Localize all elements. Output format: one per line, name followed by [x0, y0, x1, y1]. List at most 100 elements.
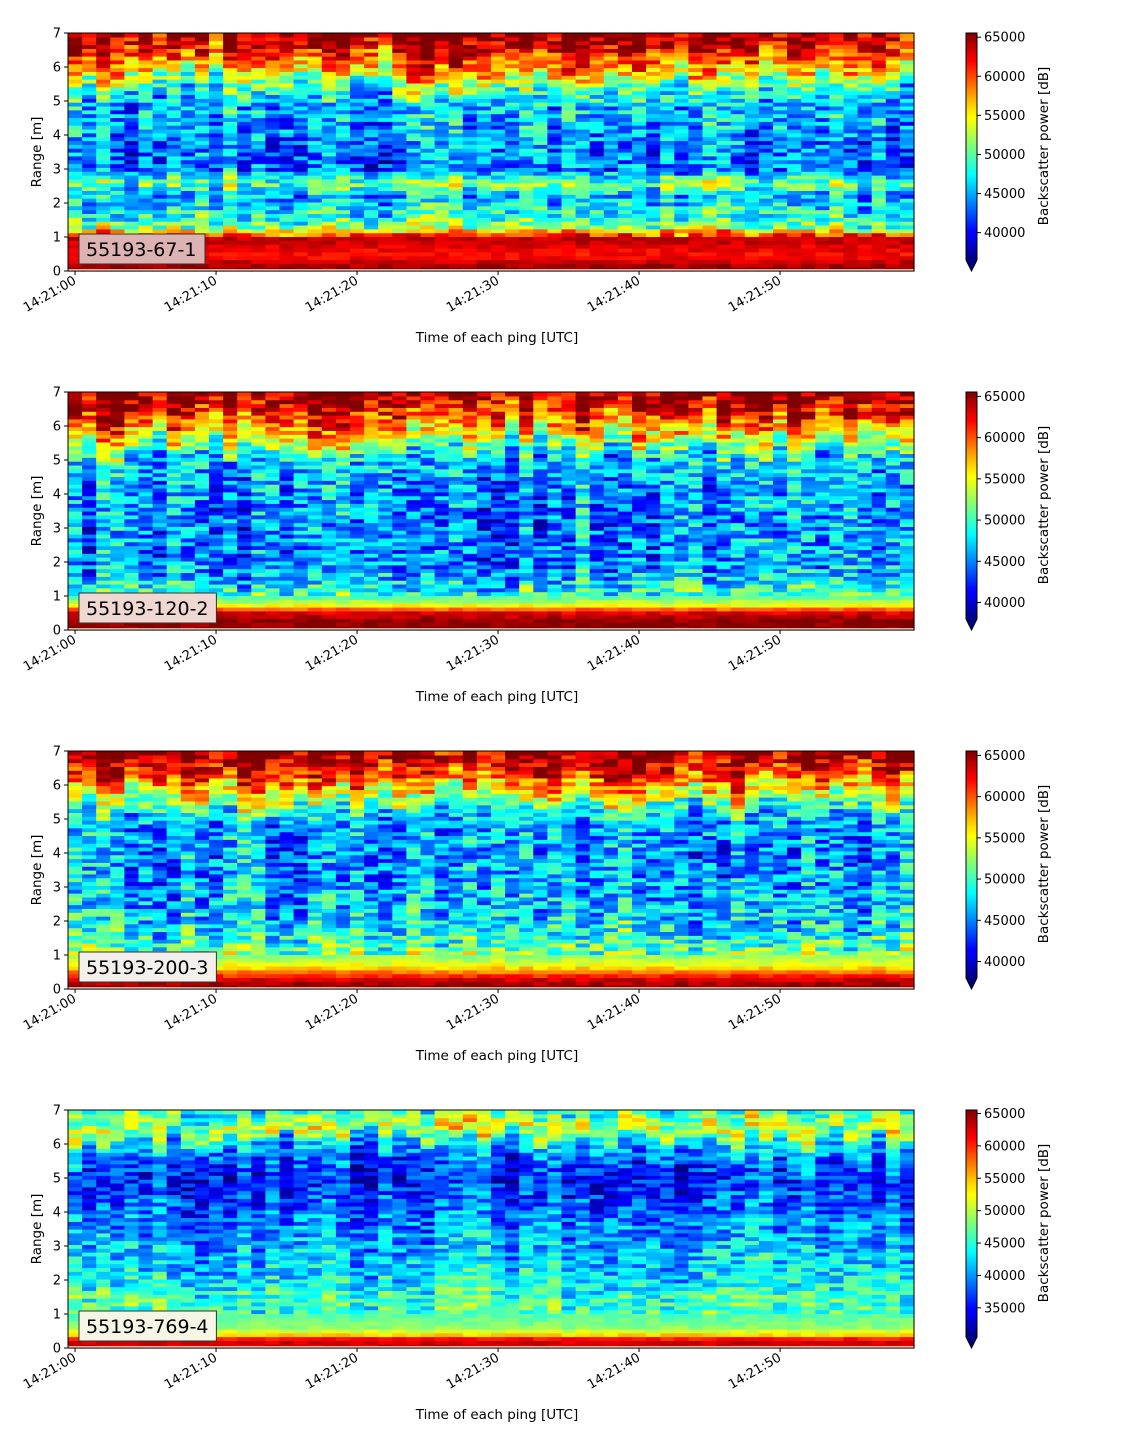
heatmap-cell — [68, 610, 83, 616]
heatmap-cell — [124, 224, 140, 230]
heatmap-cell — [744, 140, 760, 145]
heatmap-cell — [519, 259, 534, 264]
heatmap-cell — [702, 228, 718, 234]
heatmap-cell — [406, 109, 422, 115]
heatmap-cell — [716, 190, 732, 195]
heatmap-cell — [476, 221, 492, 226]
heatmap-cell — [223, 228, 238, 234]
heatmap-cell — [758, 40, 774, 46]
heatmap-cell — [773, 263, 788, 268]
heatmap-cell — [237, 576, 252, 581]
heatmap-cell — [138, 113, 154, 119]
heatmap-cell — [335, 576, 351, 581]
heatmap-cell — [96, 159, 111, 165]
heatmap-cell — [702, 244, 718, 249]
heatmap-cell — [124, 580, 140, 585]
heatmap-cell — [110, 422, 125, 428]
heatmap-cell — [646, 44, 661, 49]
heatmap-cell — [787, 71, 802, 76]
heatmap-cell — [138, 178, 154, 184]
heatmap-cell — [899, 221, 915, 226]
heatmap-cell — [730, 221, 746, 226]
heatmap-cell — [265, 618, 281, 623]
heatmap-cell — [265, 56, 281, 61]
heatmap-cell — [674, 113, 689, 119]
heatmap-cell — [152, 67, 168, 72]
heatmap-cell — [716, 205, 732, 211]
heatmap-cell — [702, 163, 718, 168]
heatmap-cell — [82, 557, 97, 562]
heatmap-cell — [815, 244, 830, 249]
heatmap-cell — [237, 175, 252, 180]
heatmap-cell — [392, 44, 407, 49]
heatmap-cell — [603, 33, 619, 38]
heatmap-cell — [420, 247, 436, 253]
heatmap-cell — [575, 201, 591, 207]
heatmap-cell — [773, 190, 788, 195]
heatmap-cell — [68, 537, 83, 543]
heatmap-cell — [335, 52, 351, 57]
heatmap-cell — [335, 522, 351, 527]
heatmap-cell — [251, 163, 266, 168]
heatmap-cell — [223, 464, 238, 470]
heatmap-cell — [857, 136, 873, 142]
heatmap-cell — [307, 484, 323, 489]
heatmap-cell — [82, 228, 97, 234]
heatmap-cell — [251, 422, 266, 428]
heatmap-cell — [293, 178, 309, 184]
heatmap-cell — [265, 541, 281, 547]
heatmap-cell — [491, 171, 506, 176]
heatmap-cell — [251, 102, 266, 107]
heatmap-cell — [843, 48, 859, 53]
heatmap-cell — [462, 186, 478, 191]
heatmap-cell — [801, 155, 816, 161]
heatmap-cell — [547, 205, 563, 211]
heatmap-cell — [321, 59, 337, 65]
heatmap-cell — [237, 560, 252, 566]
heatmap-cell — [307, 418, 323, 424]
heatmap-cell — [716, 251, 732, 257]
heatmap-cell — [787, 182, 802, 188]
heatmap-cell — [307, 411, 323, 416]
heatmap-cell — [82, 194, 97, 199]
heatmap-cell — [293, 545, 309, 550]
heatmap-cell — [688, 182, 704, 188]
heatmap-cell — [646, 167, 661, 172]
heatmap-cell — [519, 155, 534, 161]
heatmap-cell — [68, 125, 83, 130]
heatmap-cell — [533, 125, 548, 130]
heatmap-cell — [279, 132, 295, 138]
heatmap-cell — [96, 441, 111, 447]
heatmap-cell — [491, 109, 506, 115]
heatmap-cell — [857, 224, 873, 230]
heatmap-cell — [194, 155, 210, 161]
heatmap-cell — [82, 224, 97, 230]
heatmap-cell — [279, 449, 295, 455]
heatmap-cell — [448, 247, 464, 253]
heatmap-cell — [885, 213, 901, 218]
heatmap-cell — [307, 415, 323, 420]
heatmap-cell — [265, 255, 281, 261]
heatmap-cell — [476, 90, 492, 96]
heatmap-cell — [519, 148, 534, 153]
heatmap-cell — [166, 530, 182, 535]
heatmap-cell — [392, 136, 407, 142]
heatmap-cell — [96, 438, 111, 443]
heatmap-cell — [152, 175, 168, 180]
heatmap-cell — [519, 247, 534, 253]
heatmap-cell — [773, 186, 788, 191]
heatmap-cell — [251, 407, 266, 412]
heatmap-cell — [138, 472, 154, 478]
heatmap-cell — [434, 113, 450, 119]
heatmap-cell — [406, 201, 422, 207]
heatmap-cell — [787, 144, 802, 149]
heatmap-cell — [279, 453, 295, 458]
heatmap-cell — [730, 132, 746, 138]
heatmap-cell — [899, 75, 915, 80]
heatmap-cell — [166, 507, 182, 512]
heatmap-cell — [82, 132, 97, 138]
heatmap-cell — [293, 40, 309, 46]
heatmap-cell — [801, 94, 816, 99]
heatmap-cell — [110, 514, 125, 520]
heatmap-cell — [237, 445, 252, 451]
